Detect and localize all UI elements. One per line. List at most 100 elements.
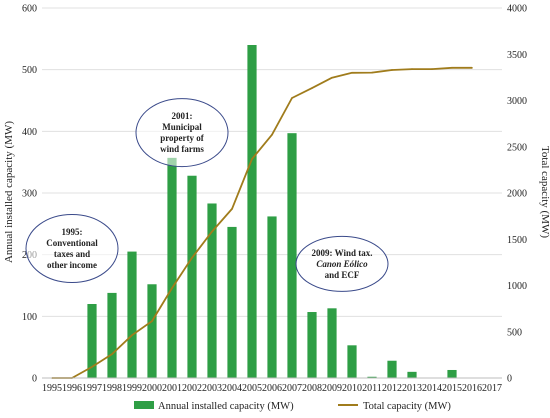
legend-swatch-annual (134, 401, 154, 409)
line-point (471, 67, 473, 69)
y2-tick-label: 4000 (507, 4, 527, 15)
legend: Annual installed capacity (MW) Total cap… (134, 401, 451, 412)
line-point (391, 69, 393, 71)
line-point (91, 366, 93, 368)
y2-tick-label: 500 (507, 327, 522, 338)
annotation-line: other income (47, 260, 97, 270)
line-point (191, 256, 193, 259)
y2-tick-label: 2500 (507, 142, 527, 153)
gridlines (42, 7, 502, 317)
y-tick-label: 600 (22, 4, 37, 15)
y2-tick-label: 1500 (507, 235, 527, 246)
line-point (371, 71, 373, 74)
bar (267, 216, 277, 378)
x-tick-label: 2014 (422, 383, 442, 394)
annotation-line: 2001: (172, 111, 193, 121)
x-tick-label: 2012 (382, 383, 402, 394)
line-point (211, 230, 213, 233)
y2-tick-label: 1000 (507, 281, 527, 292)
x-tick-label: 2001 (162, 383, 182, 394)
bar (227, 226, 237, 378)
annotation-line: property of (160, 133, 205, 143)
annotation-line: 1995: (62, 227, 83, 237)
x-tick-label: 2010 (342, 383, 362, 394)
y-tick-label: 400 (22, 127, 37, 138)
x-tick-label: 2005 (242, 383, 262, 394)
x-tick-label: 1995 (42, 383, 62, 394)
line-point (291, 97, 293, 99)
bar (167, 157, 177, 378)
line-point (231, 208, 233, 210)
y-tick-label: 300 (22, 189, 37, 200)
annotation-ellipse (25, 214, 119, 283)
x-tick-label: 2015 (442, 383, 462, 394)
y-tick-label: 100 (22, 312, 37, 323)
y2-tick-label: 2000 (507, 189, 527, 200)
annotation-line: Canon Eólico (316, 259, 368, 269)
x-tick-label: 2006 (262, 383, 282, 394)
total-capacity-line (52, 66, 472, 379)
bar (387, 360, 397, 378)
y2-axis-title: Total capacity (MW) (539, 146, 550, 238)
line-point (131, 334, 133, 336)
annotation-line: taxes and (54, 249, 90, 259)
x-tick-label: 1997 (82, 383, 102, 394)
bar (447, 369, 457, 378)
annotation-line: Municipal (162, 122, 202, 132)
line-point (311, 87, 313, 89)
bar (207, 203, 217, 378)
bar (187, 175, 197, 378)
y2-tick-label: 0 (507, 374, 512, 385)
line-point (451, 67, 453, 69)
line-point (411, 68, 413, 70)
bar (347, 345, 357, 378)
x-tick-label: 1996 (62, 383, 82, 394)
y-axis-title: Annual installed capacity (MW) (3, 121, 15, 263)
line-point (331, 76, 333, 79)
x-tick-label: 2002 (182, 383, 202, 394)
x-tick-label: 2003 (202, 383, 222, 394)
line-point (171, 287, 173, 289)
line-point (351, 71, 353, 74)
y-tick-label: 500 (22, 65, 37, 76)
x-tick-label: 1999 (122, 383, 142, 394)
x-tick-label: 2016 (462, 383, 482, 394)
x-tick-label: 2008 (302, 383, 322, 394)
line-point (271, 133, 273, 136)
bar-series (87, 45, 457, 378)
bar (287, 133, 297, 378)
bar (247, 45, 257, 378)
bar (327, 308, 337, 378)
x-tick-label: 2007 (282, 383, 302, 394)
annotation-ellipse (295, 235, 389, 292)
line-point (431, 68, 433, 70)
line-point (151, 320, 153, 322)
x-tick-label: 1998 (102, 383, 122, 394)
x-tick-label: 2009 (322, 383, 342, 394)
annotation-line: Conventional (46, 238, 98, 248)
annotation-line: wind farms (160, 144, 204, 154)
x-tick-label: 2017 (482, 383, 502, 394)
legend-label-annual: Annual installed capacity (MW) (158, 401, 294, 412)
bar (147, 284, 157, 378)
bar (87, 304, 97, 378)
bar (407, 371, 417, 378)
y-tick-label: 0 (32, 374, 37, 385)
legend-label-total: Total capacity (MW) (363, 401, 451, 412)
line-point (111, 353, 113, 355)
line-point (251, 158, 253, 160)
bar (307, 312, 317, 378)
annotation-ellipse (135, 98, 229, 168)
bar (367, 376, 377, 378)
x-tick-label: 2011 (362, 383, 382, 394)
bar (127, 251, 137, 378)
y2-tick-label: 3000 (507, 96, 527, 107)
y2-tick-label: 3500 (507, 50, 527, 61)
annotation-line: and ECF (325, 270, 360, 280)
x-tick-label: 2000 (142, 383, 162, 394)
x-tick-label: 2013 (402, 383, 422, 394)
